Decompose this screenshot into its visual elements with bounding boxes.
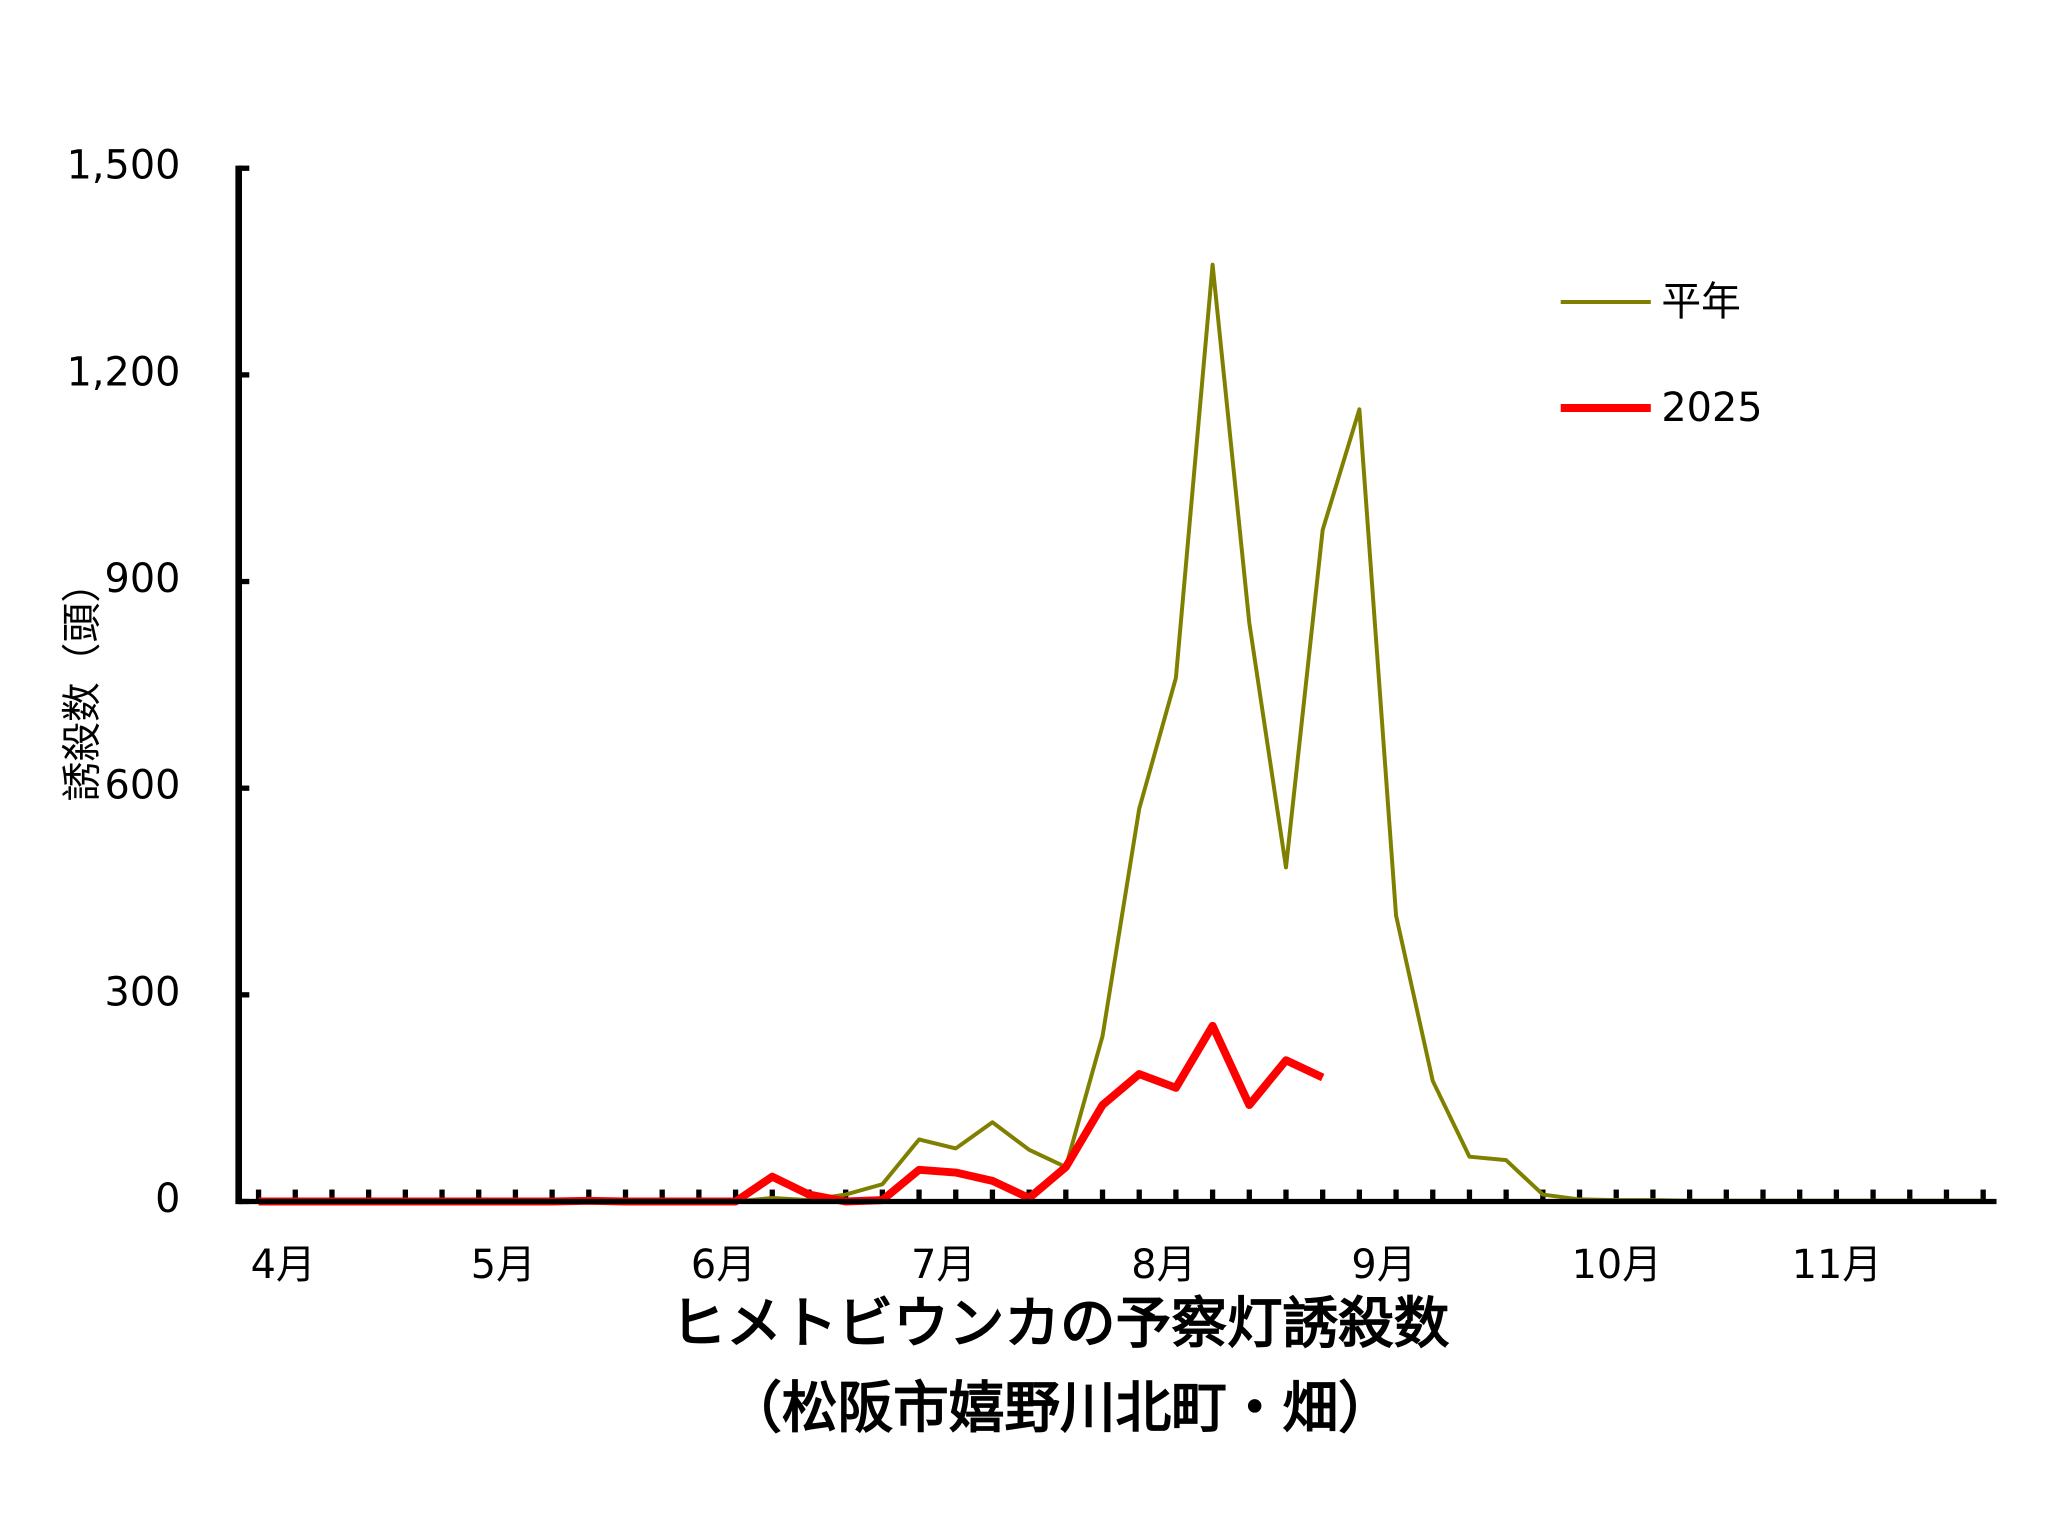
y-tick-label: 600 (105, 763, 181, 809)
x-tick-label: 7月 (911, 1242, 976, 1288)
y-tick-label: 1,200 (67, 349, 181, 395)
y-tick-label: 0 (155, 1176, 180, 1222)
series-line (258, 1021, 1325, 1206)
x-tick-label: 5月 (471, 1242, 536, 1288)
chart-subtitle: （松阪市嬉野川北町・畑） (726, 1376, 1393, 1441)
x-tick-label: 10月 (1572, 1242, 1662, 1288)
x-tick-label: 4月 (251, 1242, 316, 1288)
legend-label: 2025 (1661, 385, 1762, 431)
y-axis-label: 誘殺数（頭） (60, 563, 106, 801)
legend-label: 平年 (1661, 279, 1740, 325)
x-tick-label: 11月 (1792, 1242, 1882, 1288)
y-tick-label: 900 (105, 556, 181, 602)
y-tick-label: 1,500 (67, 143, 181, 189)
chart-title: ヒメトビウンカの予察灯誘殺数 (671, 1291, 1450, 1356)
x-tick-label: 8月 (1131, 1242, 1196, 1288)
y-tick-label: 300 (105, 969, 181, 1015)
x-tick-label: 9月 (1351, 1242, 1416, 1288)
x-tick-label: 6月 (691, 1242, 756, 1288)
